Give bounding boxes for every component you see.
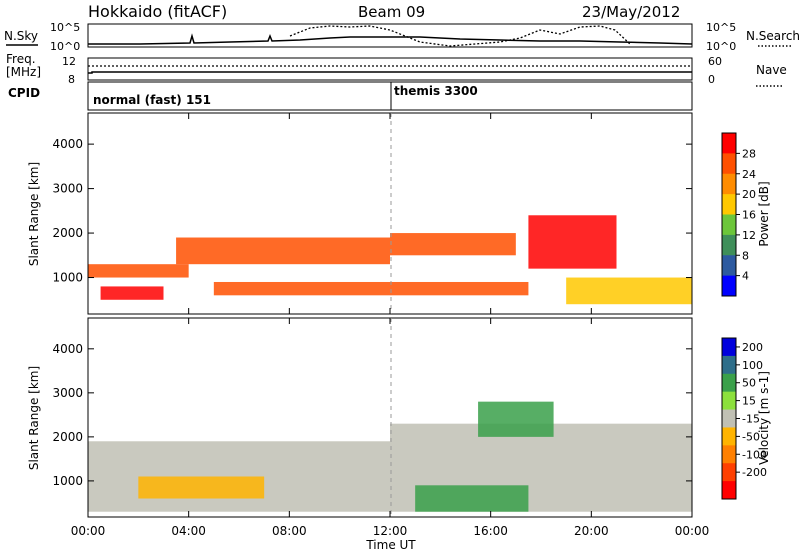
freq-unit: [MHz]: [6, 65, 41, 79]
time-axis: 00:00 04:00 08:00 12:00 16:00 20:00 00:00: [71, 113, 710, 538]
power-colorbar-tick-label: 8: [742, 249, 749, 262]
power-colorbar-swatch: [722, 234, 736, 256]
power-echo-band: [100, 286, 164, 300]
date-title: 23/May/2012: [582, 3, 680, 21]
time-tick-label: 12:00: [373, 524, 408, 538]
count-tick-left-high: 10^5: [50, 21, 80, 34]
power-colorbar: 4 8 12 16 20 24 28: [721, 132, 756, 297]
velocity-panel: 1000 2000 3000 4000 Slant Range [km] 200 100…: [27, 317, 771, 518]
counts-panel: [87, 23, 693, 48]
time-axis-label: Time UT: [365, 538, 416, 552]
time-tick-label: 08:00: [272, 524, 307, 538]
power-colorbar-label: Power [dB]: [757, 181, 771, 246]
velocity-echo-band: [478, 401, 554, 437]
time-tick-label: 00:00: [71, 524, 106, 538]
nave-tick-low: 0: [708, 73, 715, 86]
velocity-y-tick-label: 3000: [52, 386, 83, 400]
power-colorbar-swatch: [722, 255, 736, 277]
velocity-y-tick-label: 2000: [52, 430, 83, 444]
velocity-y-tick-label: 4000: [52, 342, 83, 356]
power-colorbar-tick-label: 4: [742, 270, 749, 283]
velocity-colorbar-swatch: [722, 445, 736, 464]
power-y-tick-label: 3000: [52, 182, 83, 196]
velocity-colorbar-swatch: [722, 373, 736, 393]
freq-label: Freq.: [6, 52, 36, 66]
cpid-mode-themis: themis 3300: [394, 84, 478, 98]
velocity-y-axis: 1000 2000 3000 4000: [52, 342, 692, 488]
velocity-colorbar-swatch: [722, 427, 736, 446]
velocity-colorbar-tick-label: 50: [742, 377, 756, 390]
power-y-tick-label: 1000: [52, 271, 83, 285]
nsky-label: N.Sky: [4, 29, 38, 43]
time-tick-label: 00:00: [675, 524, 710, 538]
power-colorbar-swatch: [722, 275, 736, 297]
nsky-trace: [88, 33, 693, 45]
nsearch-trace: [289, 25, 631, 47]
count-tick-right-high: 10^5: [706, 21, 736, 34]
velocity-echo-band: [415, 485, 529, 512]
power-colorbar-tick-label: 12: [742, 229, 756, 242]
power-colorbar-swatch: [722, 173, 736, 195]
velocity-colorbar-swatch: [722, 463, 736, 482]
power-echo-band: [213, 281, 529, 296]
power-echo-band: [176, 237, 390, 265]
velocity-colorbar-tick-label: -15: [742, 413, 760, 426]
nave-label: Nave: [756, 63, 787, 77]
beam-title: Beam 09: [358, 3, 425, 21]
power-colorbar-tick-label: 28: [742, 147, 756, 160]
power-y-tick-label: 2000: [52, 226, 83, 240]
velocity-colorbar-swatch: [722, 391, 736, 411]
nsearch-label: N.Search: [746, 29, 800, 43]
freq-panel: [87, 57, 693, 81]
cpid-mode-normal: normal (fast) 151: [93, 93, 211, 107]
time-tick-label: 20:00: [574, 524, 609, 538]
power-colorbar-tick-label: 20: [742, 188, 756, 201]
velocity-colorbar-tick-label: -200: [742, 466, 767, 479]
power-echo-bands: [88, 215, 692, 305]
velocity-echo-bands: [88, 401, 692, 512]
velocity-colorbar-swatch: [722, 355, 736, 375]
velocity-colorbar-swatch: [722, 409, 736, 428]
cpid-panel: [87, 81, 693, 111]
freq-tick-low: 8: [68, 73, 75, 86]
power-colorbar-tick-label: 24: [742, 168, 756, 181]
velocity-y-label: Slant Range [km]: [27, 366, 41, 470]
power-colorbar-swatch: [722, 214, 736, 236]
freq-trace: [88, 71, 692, 74]
time-tick-label: 04:00: [171, 524, 206, 538]
nave-tick-high: 60: [708, 55, 722, 68]
velocity-colorbar-tick-label: 200: [742, 341, 763, 354]
power-echo-band: [88, 264, 189, 278]
velocity-colorbar-tick-label: 100: [742, 359, 763, 372]
power-colorbar-tick-label: 16: [742, 209, 756, 222]
velocity-colorbar-tick-label: -50: [742, 430, 760, 443]
freq-tick-high: 12: [62, 55, 76, 68]
power-echo-band: [390, 233, 516, 256]
count-tick-left-low: 10^0: [50, 40, 80, 53]
velocity-echo-band: [138, 476, 265, 499]
power-colorbar-swatch: [722, 194, 736, 215]
station-title: Hokkaido (fitACF): [88, 2, 227, 21]
power-y-tick-label: 4000: [52, 137, 83, 151]
power-y-label: Slant Range [km]: [27, 162, 41, 266]
time-tick-label: 16:00: [473, 524, 508, 538]
power-colorbar-swatch: [722, 133, 736, 154]
power-colorbar-swatch: [722, 153, 736, 175]
count-tick-right-low: 10^0: [706, 40, 736, 53]
velocity-y-tick-label: 1000: [52, 474, 83, 488]
power-panel: 1000 2000 3000 4000 Slant Range [km] 4 8 12 16…: [27, 112, 771, 315]
power-echo-band: [566, 277, 692, 305]
velocity-colorbar-swatch: [722, 481, 736, 500]
velocity-colorbar-tick-label: 15: [742, 395, 756, 408]
power-y-axis: 1000 2000 3000 4000: [52, 137, 692, 285]
velocity-colorbar-label: Velocity [m s-1]: [757, 371, 771, 465]
velocity-echo-band: [88, 441, 390, 512]
cpid-label: CPID: [8, 86, 40, 100]
power-echo-band: [528, 215, 617, 269]
velocity-colorbar-tick-label: -100: [742, 448, 767, 461]
velocity-colorbar-swatch: [722, 338, 736, 357]
velocity-colorbar: 200 100 50 15 -15 -50 -100 -200: [721, 337, 767, 500]
